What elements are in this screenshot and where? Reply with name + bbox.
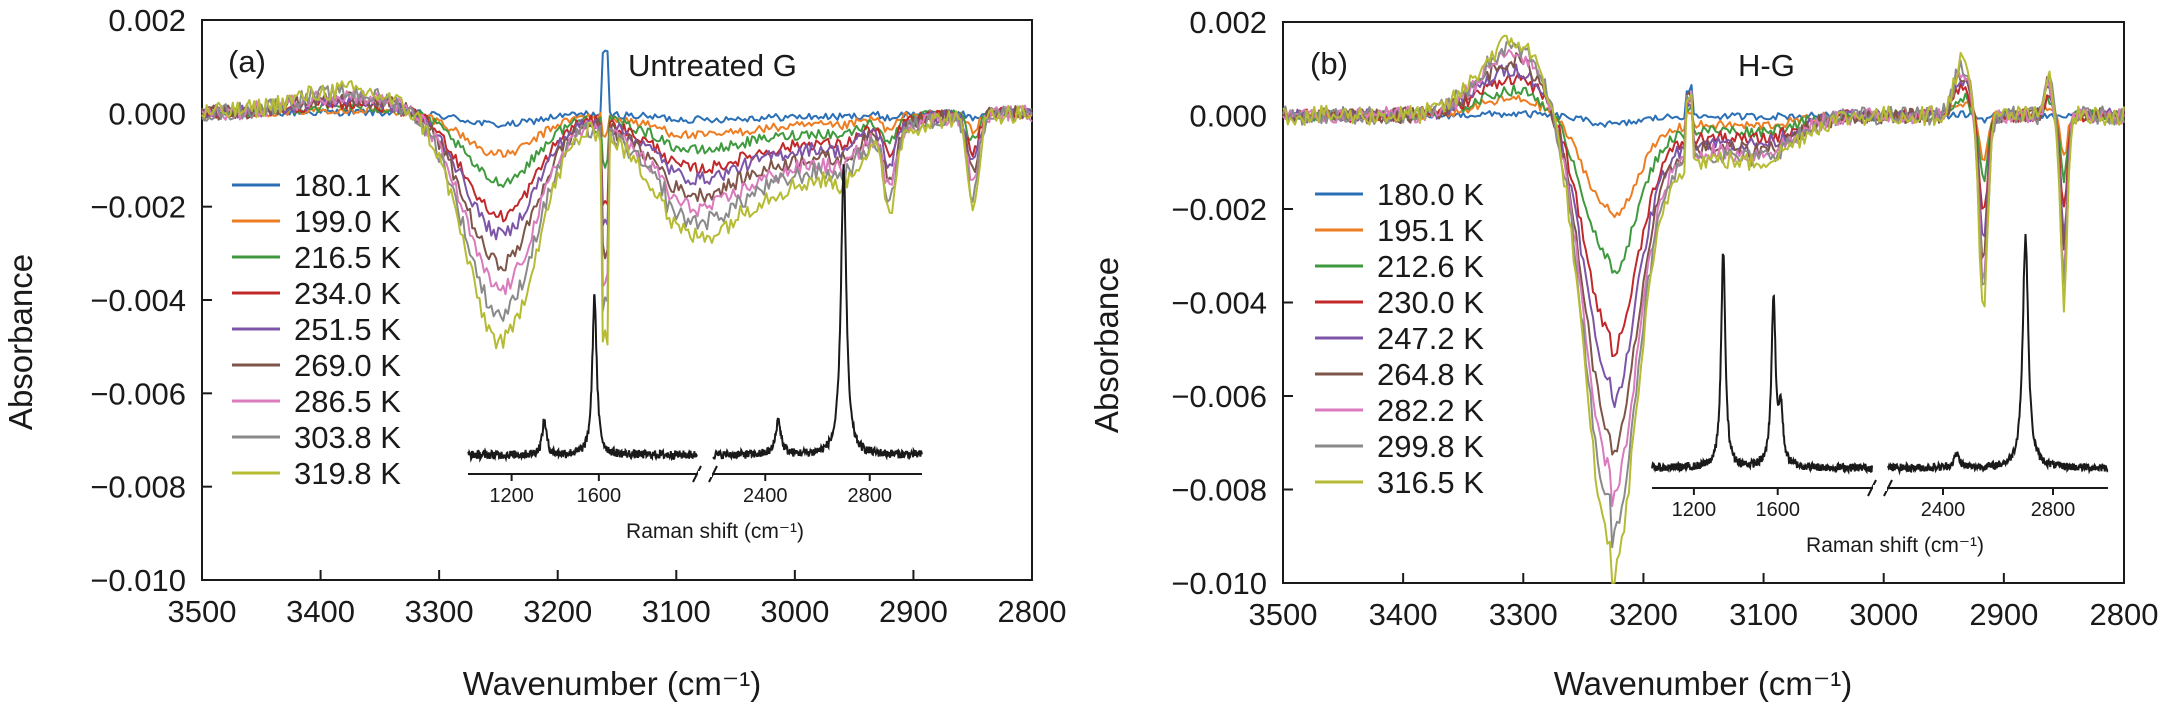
y-tick-label: −0.006 — [1171, 379, 1267, 414]
panel-a-y-axis-label: Absorbance — [2, 254, 39, 430]
x-tick-label: 2900 — [879, 594, 948, 629]
x-tick-label: 3100 — [642, 594, 711, 629]
series-line — [201, 89, 1033, 296]
legend-entry: 212.6 K — [1377, 249, 1484, 284]
x-tick-label: 3500 — [168, 594, 237, 629]
series-line — [201, 49, 1033, 129]
inset-tick-label: 2400 — [1921, 499, 1966, 521]
y-tick-label: 0.000 — [108, 96, 186, 131]
y-tick-label: −0.010 — [90, 563, 186, 598]
y-tick-label: −0.004 — [90, 283, 186, 318]
x-tick-label: 3300 — [1489, 597, 1558, 632]
raman-spectrum-line — [1651, 233, 2109, 476]
y-tick-label: 0.000 — [1189, 99, 1267, 134]
axis-break-gap — [1873, 485, 1887, 491]
inset-tick-label: 2400 — [743, 485, 788, 507]
x-tick-label: 3400 — [286, 594, 355, 629]
x-tick-label: 2900 — [1969, 597, 2038, 632]
x-tick-label: 3400 — [1369, 597, 1438, 632]
axis-break-mark — [708, 465, 718, 483]
legend-entry: 180.1 K — [294, 168, 401, 203]
legend-entry: 269.0 K — [294, 348, 401, 383]
y-tick-label: −0.002 — [90, 190, 186, 225]
legend-entry: 195.1 K — [1377, 213, 1484, 248]
panel-b-axis-ticks: 3500 3400 3300 3200 3100 3000 2900 2800 0.002 0.0… — [1171, 5, 2158, 632]
legend-entry: 299.8 K — [1377, 429, 1484, 464]
legend-entry: 316.5 K — [1377, 465, 1484, 500]
x-tick-label: 3000 — [1849, 597, 1918, 632]
panel-a-inset-ticks: 1200 1600 2400 2800 — [467, 164, 923, 507]
x-tick-label: 3300 — [405, 594, 474, 629]
y-tick-label: −0.002 — [1171, 192, 1267, 227]
y-tick-label: 0.002 — [108, 3, 186, 38]
legend-entry: 247.2 K — [1377, 321, 1484, 356]
x-tick-label: 3200 — [1609, 597, 1678, 632]
legend-entry: 282.2 K — [1377, 393, 1484, 428]
x-tick-label: 3200 — [523, 594, 592, 629]
x-tick-label: 3000 — [760, 594, 829, 629]
panel-b-sample-title: H-G — [1738, 48, 1795, 83]
legend-entry: 251.5 K — [294, 312, 401, 347]
panel-b-label: (b) — [1310, 46, 1348, 81]
panel-a-sample-title: Untreated G — [628, 48, 797, 83]
y-tick-label: 0.002 — [1189, 5, 1267, 40]
x-tick-label: 3100 — [1729, 597, 1798, 632]
panel-b-series-lines — [1282, 34, 2125, 584]
legend-entry: 303.8 K — [294, 420, 401, 455]
legend-entry: 199.0 K — [294, 204, 401, 239]
panel-b-inset-x-label: Raman shift (cm⁻¹) — [1806, 534, 1984, 557]
series-line — [1282, 34, 2125, 584]
axis-break-mark — [1883, 479, 1893, 497]
inset-tick-label: 2800 — [2031, 499, 2076, 521]
series-line — [201, 104, 1033, 158]
legend-entry: 319.8 K — [294, 456, 401, 491]
panel-a-axis-ticks: 3500 3400 3300 3200 3100 3000 2900 2800 0.002 0.0… — [90, 3, 1066, 629]
legend-entry: 230.0 K — [1377, 285, 1484, 320]
inset-tick-label: 1600 — [1755, 499, 1800, 521]
inset-tick-label: 1200 — [489, 485, 534, 507]
panel-a-series-lines — [201, 49, 1033, 350]
panel-a-chart: 3500 3400 3300 3200 3100 3000 2900 2800 0.002 0.0… — [2, 3, 1066, 702]
inset-tick-label: 2800 — [848, 485, 893, 507]
y-tick-label: −0.006 — [90, 376, 186, 411]
legend-entry: 234.0 K — [294, 276, 401, 311]
y-tick-label: −0.010 — [1171, 566, 1267, 601]
legend-entry: 180.0 K — [1377, 177, 1484, 212]
x-tick-label: 3500 — [1249, 597, 1318, 632]
raman-spectrum-line — [467, 164, 923, 463]
legend-entry: 286.5 K — [294, 384, 401, 419]
panel-a-inset-x-label: Raman shift (cm⁻¹) — [626, 520, 804, 543]
y-tick-label: −0.008 — [1171, 473, 1267, 508]
axis-break-mark — [1867, 479, 1877, 497]
panel-b-y-axis-label: Absorbance — [1088, 257, 1125, 433]
inset-tick-label: 1200 — [1672, 499, 1717, 521]
panel-a-raman-inset: 1200 1600 2400 2800 Raman shift (cm⁻¹) — [467, 164, 923, 543]
panel-b-raman-inset: 1200 1600 2400 2800 Raman shift (cm⁻¹) — [1651, 233, 2109, 557]
axis-break-mark — [692, 465, 702, 483]
y-tick-label: −0.004 — [1171, 286, 1267, 321]
panel-a-label: (a) — [228, 44, 266, 79]
legend-entry: 264.8 K — [1377, 357, 1484, 392]
x-tick-label: 2800 — [2090, 597, 2159, 632]
axis-break-gap — [698, 471, 712, 477]
panel-b-chart: 3500 3400 3300 3200 3100 3000 2900 2800 0.002 0.0… — [1088, 5, 2158, 702]
panel-b-x-axis-label: Wavenumber (cm⁻¹) — [1554, 665, 1853, 702]
y-tick-label: −0.008 — [90, 470, 186, 505]
inset-tick-label: 1600 — [577, 485, 622, 507]
panel-b-inset-ticks: 1200 1600 2400 2800 — [1651, 233, 2109, 521]
legend-entry: 216.5 K — [294, 240, 401, 275]
x-tick-label: 2800 — [998, 594, 1067, 629]
series-line — [201, 80, 1033, 350]
panel-a-x-axis-label: Wavenumber (cm⁻¹) — [463, 665, 762, 702]
